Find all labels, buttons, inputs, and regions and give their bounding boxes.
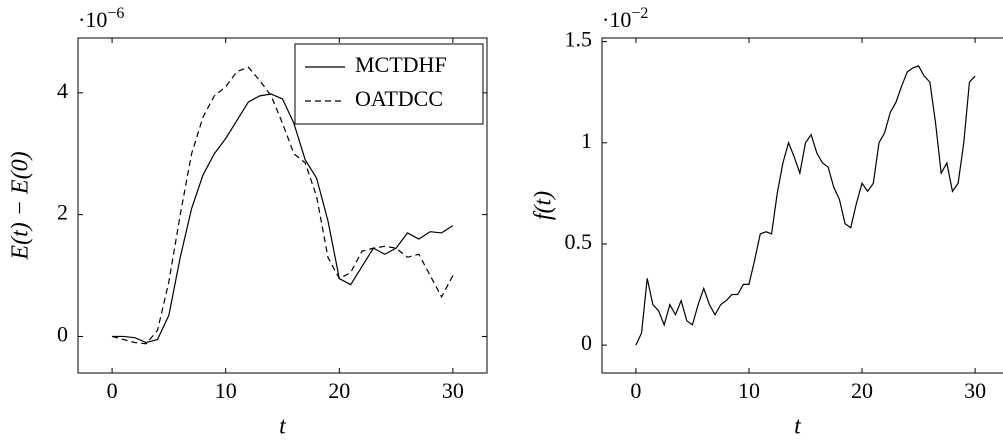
y-axis-label: f(t): [531, 191, 557, 220]
legend-label: MCTDHF: [355, 52, 447, 77]
multiplier-base: ·10: [602, 7, 631, 32]
axis-multiplier: ·10−2: [602, 5, 648, 32]
multiplier-exponent: −2: [631, 5, 648, 22]
y-tick-label: 0: [57, 322, 68, 347]
multiplier-base: ·10: [78, 7, 107, 32]
plot-frame: [601, 37, 1003, 374]
legend-frame: [294, 43, 484, 125]
x-tick-label: 10: [215, 378, 237, 403]
x-tick-label: 0: [107, 378, 118, 403]
panel: 0 10 20 30 0 2 4 t E(t) − E(0) ·10−6 MCTDHF OATDCC: [8, 5, 488, 440]
line-series: [635, 65, 976, 346]
panel: 0 10 20 30 0 0.5 1 1.5 t f(t) ·10−2: [531, 5, 1003, 440]
x-tick-label: 10: [738, 378, 760, 403]
y-tick-label: 2: [57, 200, 68, 225]
x-axis-label: t: [279, 414, 287, 440]
multiplier-exponent: −6: [107, 5, 124, 22]
line-series: [112, 93, 454, 344]
y-tick-label: 1: [581, 128, 592, 153]
y-tick-label: 0: [581, 330, 592, 355]
x-tick-label: 20: [328, 378, 350, 403]
legend-label: OATDCC: [355, 86, 443, 111]
y-tick-label: 4: [57, 78, 68, 103]
plot-frame: [77, 37, 488, 374]
x-tick-label: 20: [851, 378, 873, 403]
x-tick-label: 0: [630, 378, 641, 403]
axis-multiplier: ·10−6: [78, 5, 124, 32]
x-tick-label: 30: [442, 378, 464, 403]
y-tick-label: 1.5: [565, 27, 593, 52]
x-axis-label: t: [794, 414, 802, 440]
x-tick-label: 30: [964, 378, 986, 403]
y-axis-label: E(t) − E(0): [8, 151, 34, 260]
line-series: [111, 66, 454, 345]
y-tick-label: 0.5: [565, 229, 593, 254]
